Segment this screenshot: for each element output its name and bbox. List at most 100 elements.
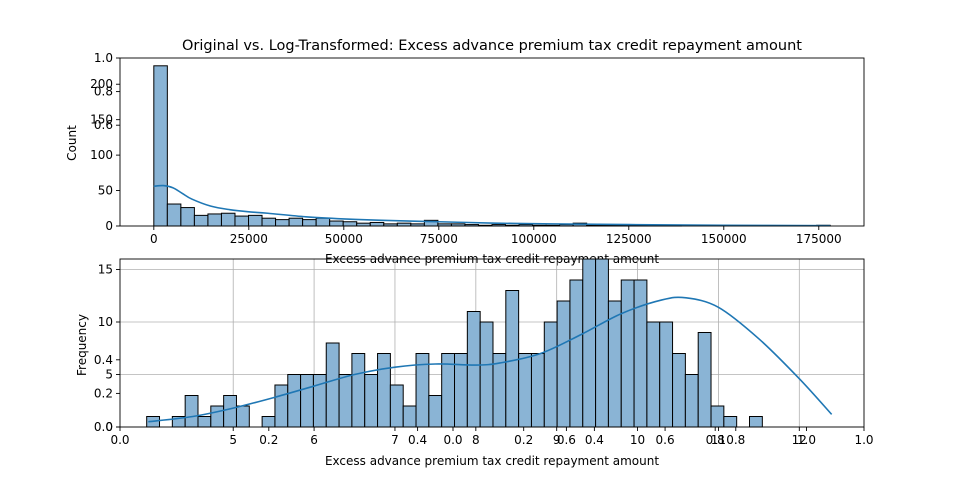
overlay-x-tick-label: 0.8 bbox=[706, 433, 725, 447]
histogram-bar bbox=[261, 416, 276, 428]
histogram-bar bbox=[595, 258, 609, 428]
x-tick-label: 5 bbox=[229, 433, 237, 447]
x-tick-label: 8 bbox=[472, 433, 480, 447]
log-histogram-xlabel: Excess advance premium tax credit repaym… bbox=[325, 454, 659, 468]
histogram-bar bbox=[193, 214, 209, 227]
histogram-bar bbox=[364, 374, 379, 428]
y-tick-label: 5 bbox=[105, 368, 113, 382]
histogram-bar bbox=[153, 65, 168, 227]
histogram-bar bbox=[261, 217, 277, 227]
histogram-bar bbox=[556, 300, 571, 428]
overlay-y-tick-label: 0.6 bbox=[94, 118, 113, 132]
original-histogram-panel: 0 25000 50000 75000 100000 125000 150000 175000… bbox=[65, 51, 865, 266]
overlay-x-tick-label: 0.6 bbox=[656, 433, 675, 447]
x-tick-label: 100000 bbox=[511, 232, 557, 246]
histogram-bar bbox=[530, 353, 545, 428]
histogram-bar bbox=[582, 258, 597, 428]
x-tick-label: 0 bbox=[150, 232, 158, 246]
histogram-bar bbox=[620, 279, 635, 428]
x-tick-label: 175000 bbox=[796, 232, 842, 246]
x-tick-label: 125000 bbox=[606, 232, 652, 246]
overlay-x-tick-label: 1.0 bbox=[854, 433, 873, 447]
histogram-bar bbox=[329, 220, 344, 227]
y-tick-label: 100 bbox=[90, 148, 113, 162]
x-tick-label: 10 bbox=[630, 433, 645, 447]
original-histogram-frame bbox=[119, 57, 865, 227]
y-tick-label: 200 bbox=[90, 77, 113, 91]
x-tick-label: 11 bbox=[711, 433, 726, 447]
histogram-bar bbox=[402, 405, 417, 428]
histogram-bar bbox=[184, 395, 199, 428]
histogram-bar bbox=[275, 219, 290, 227]
histogram-bar bbox=[210, 405, 225, 428]
log-kde-curve bbox=[148, 296, 833, 423]
histogram-bar bbox=[325, 342, 340, 428]
histogram-bar bbox=[300, 374, 314, 428]
histogram-bar bbox=[338, 374, 353, 428]
log-histogram-ylabel: Frequency bbox=[75, 314, 89, 376]
x-tick-label: 6 bbox=[310, 433, 318, 447]
figure-title: Original vs. Log-Transformed: Excess adv… bbox=[182, 38, 802, 54]
histogram-bar bbox=[659, 321, 674, 428]
histogram-bar bbox=[351, 353, 366, 428]
histogram-bar bbox=[342, 221, 358, 227]
original-histogram-ticks: 0 25000 50000 75000 100000 125000 150000 175000… bbox=[90, 51, 842, 246]
histogram-bar bbox=[633, 279, 648, 428]
histogram-bar bbox=[302, 219, 317, 227]
histogram-bar bbox=[180, 207, 195, 227]
overlay-y-tick-label: 1.0 bbox=[94, 51, 113, 65]
x-tick-label: 50000 bbox=[325, 232, 363, 246]
overlay-y-tick-label: 0.2 bbox=[94, 386, 113, 400]
original-histogram-ylabel: Count bbox=[65, 125, 79, 161]
histogram-bar bbox=[287, 374, 302, 428]
histogram-bar bbox=[466, 311, 481, 428]
log-histogram-panel: 5 6 7 8 9 10 11 12 0 5 10 15 0.0 0.2 0.4 0.0 0.2 0.4 0.6 0.… bbox=[75, 258, 874, 468]
y-tick-label: 50 bbox=[98, 184, 113, 198]
overlay-y-tick-label: 0.8 bbox=[94, 85, 113, 99]
y-tick-label: 15 bbox=[98, 263, 113, 277]
histogram-bar bbox=[607, 300, 622, 428]
overlay-x-tick-label: 0.4 bbox=[585, 433, 604, 447]
histogram-bar bbox=[543, 321, 558, 428]
histogram-bar bbox=[672, 353, 686, 428]
log-histogram-bars bbox=[146, 258, 763, 428]
y-tick-label: 0 bbox=[105, 420, 113, 434]
histogram-bar bbox=[684, 374, 699, 428]
histogram-bar bbox=[723, 416, 738, 428]
histogram-bar bbox=[505, 290, 520, 428]
overlay-x-tick-label: 0.2 bbox=[259, 433, 278, 447]
overlay-x-tick-label: 1.0 bbox=[797, 433, 816, 447]
histogram-bar bbox=[377, 353, 391, 428]
y-tick-label: 150 bbox=[90, 113, 113, 127]
histogram-bar bbox=[166, 203, 182, 227]
overlay-x-tick-label: 0.0 bbox=[443, 433, 462, 447]
histogram-bar bbox=[569, 279, 584, 428]
histogram-bar bbox=[207, 213, 222, 227]
log-histogram-ticks: 5 6 7 8 9 10 11 12 0 5 10 15 0.0 0.2 0.4 0.0 0.2 0.4 0.6 0.… bbox=[94, 263, 874, 448]
histogram-bar bbox=[710, 405, 725, 428]
histogram-bar bbox=[248, 214, 263, 227]
histogram-bar bbox=[235, 405, 250, 428]
log-histogram-frame bbox=[119, 258, 865, 428]
histogram-bar bbox=[389, 384, 404, 428]
histogram-bar bbox=[197, 416, 212, 428]
histogram-bar bbox=[369, 221, 385, 227]
x-tick-label: 7 bbox=[391, 433, 399, 447]
y-tick-label: 0 bbox=[105, 219, 113, 233]
x-tick-label: 12 bbox=[792, 433, 807, 447]
overlay-x-tick-label: 0.0 bbox=[110, 433, 129, 447]
histogram-bar bbox=[220, 212, 236, 227]
histogram-bar bbox=[518, 353, 532, 428]
histogram-bar bbox=[646, 321, 661, 428]
histogram-bar bbox=[697, 332, 712, 428]
overlay-x-tick-label: 0.6 bbox=[557, 433, 576, 447]
overlay-y-tick-label: 0.4 bbox=[94, 353, 113, 367]
histogram-bar bbox=[288, 217, 304, 227]
histogram-bar bbox=[428, 395, 443, 428]
histogram-bar bbox=[234, 215, 250, 227]
original-kde-curve bbox=[153, 184, 831, 227]
histogram-bar bbox=[315, 217, 331, 227]
x-tick-label: 9 bbox=[553, 433, 561, 447]
original-histogram-bars bbox=[153, 65, 831, 227]
